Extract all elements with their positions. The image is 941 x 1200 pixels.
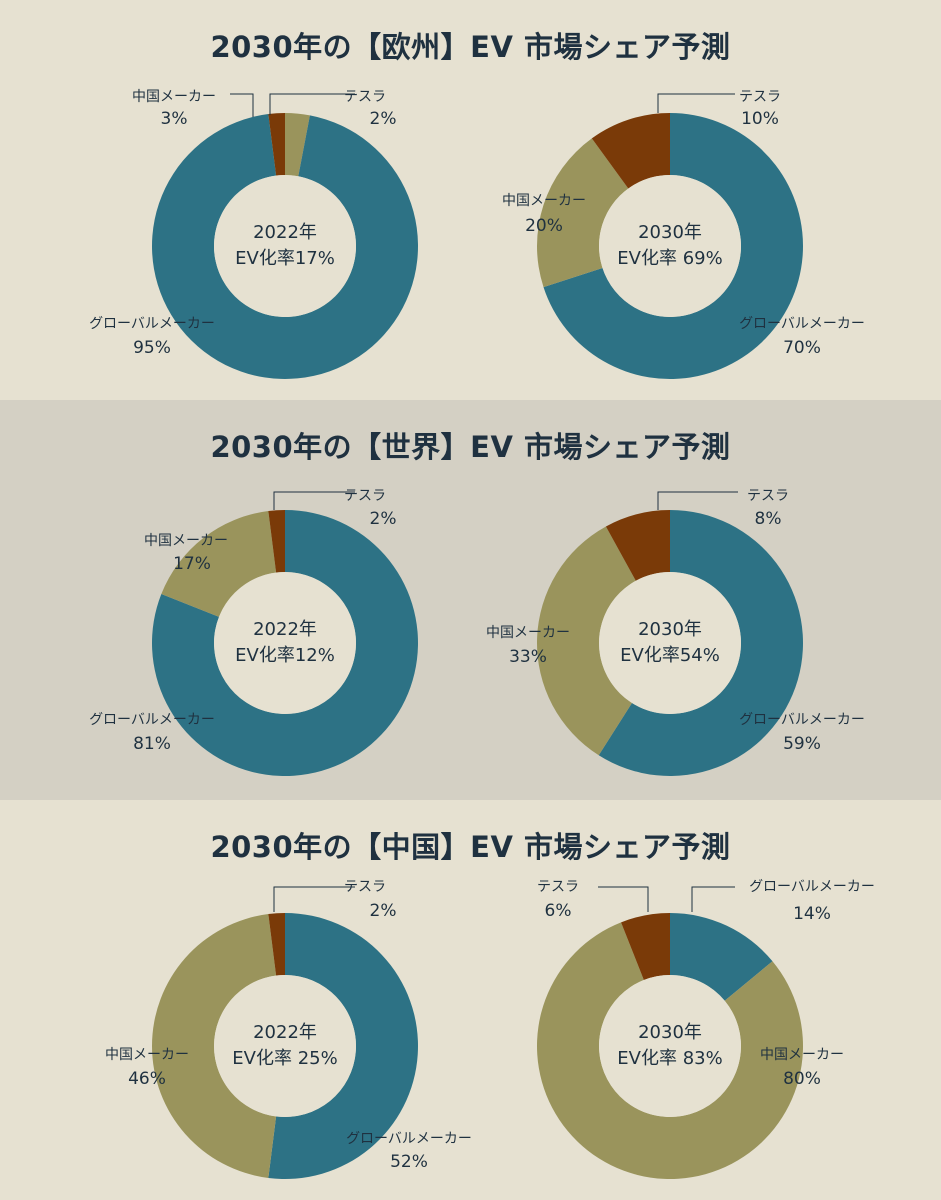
donut-hole (599, 572, 741, 714)
donut-slice-global (268, 913, 418, 1179)
chart-title-china: 2030年の【中国】EV 市場シェア予測 (210, 830, 731, 864)
slice-value: 14% (793, 904, 831, 924)
slice-value: 10% (741, 109, 779, 129)
donut-hole (599, 175, 741, 317)
center-year: 2022年 (253, 1022, 317, 1043)
slice-label: グローバルメーカー (89, 316, 215, 332)
donut-slice-china (285, 113, 310, 177)
center-ev-rate: EV化率 25% (232, 1048, 337, 1069)
donut-slice-global (598, 510, 804, 777)
center-year: 2030年 (638, 222, 702, 243)
slice-label: グローバルメーカー (749, 879, 875, 895)
donut-slice-china (537, 526, 636, 756)
donut-slice-china (161, 511, 277, 617)
slice-value: 70% (783, 338, 821, 358)
leader-line (657, 491, 738, 510)
chart-title-europe: 2030年の【欧州】EV 市場シェア予測 (210, 30, 731, 64)
slice-label: テスラ (344, 879, 386, 895)
donut-slice-global (152, 510, 419, 776)
slice-label: 中国メーカー (502, 193, 586, 209)
slice-label: グローバルメーカー (739, 712, 865, 728)
center-year: 2030年 (638, 619, 702, 640)
chart-title-world: 2030年の【世界】EV 市場シェア予測 (210, 430, 731, 464)
center-year: 2022年 (253, 222, 317, 243)
center-ev-rate: EV化率54% (620, 645, 720, 666)
slice-value: 33% (509, 647, 547, 667)
slice-value: 80% (783, 1069, 821, 1089)
slice-label: 中国メーカー (105, 1047, 189, 1063)
slice-value: 2% (370, 901, 397, 921)
slice-value: 81% (133, 734, 171, 754)
slice-value: 52% (390, 1152, 428, 1172)
leader-line (691, 886, 735, 912)
leader-line (230, 93, 254, 117)
slice-value: 6% (545, 901, 572, 921)
donut-slice-tesla (268, 113, 285, 176)
slice-value: 2% (370, 509, 397, 529)
slice-label: 中国メーカー (132, 89, 216, 105)
donut-slice-global (152, 114, 419, 380)
donut-slice-tesla (268, 510, 285, 573)
slice-value: 8% (755, 509, 782, 529)
slice-label: 中国メーカー (760, 1047, 844, 1063)
donut-slice-global (543, 113, 803, 379)
slice-label: グローバルメーカー (346, 1131, 472, 1147)
donut-slice-tesla (591, 113, 670, 189)
donut-slice-china (537, 922, 804, 1179)
donut-hole (599, 975, 741, 1117)
center-ev-rate: EV化率17% (235, 248, 335, 269)
donut-slice-tesla (268, 913, 285, 976)
donut-slice-china (151, 914, 277, 1178)
slice-value: 2% (370, 109, 397, 129)
leader-line (273, 491, 355, 510)
slice-value: 59% (783, 734, 821, 754)
slice-value: 3% (161, 109, 188, 129)
center-year: 2022年 (253, 619, 317, 640)
slice-label: テスラ (739, 89, 781, 105)
slice-label: 中国メーカー (144, 533, 228, 549)
donut-hole (214, 572, 356, 714)
donut-slice-china (536, 138, 629, 288)
center-year: 2030年 (638, 1022, 702, 1043)
donut-hole (214, 975, 356, 1117)
donut-slice-tesla (605, 510, 670, 581)
center-ev-rate: EV化率 83% (617, 1048, 722, 1069)
donut-slice-tesla (621, 913, 670, 980)
slice-label: グローバルメーカー (89, 712, 215, 728)
leader-line (657, 93, 735, 113)
slice-value: 17% (173, 554, 211, 574)
slice-value: 46% (128, 1069, 166, 1089)
center-ev-rate: EV化率12% (235, 645, 335, 666)
slice-label: テスラ (344, 488, 386, 504)
slice-label: グローバルメーカー (739, 316, 865, 332)
slice-value: 95% (133, 338, 171, 358)
slice-label: テスラ (537, 879, 579, 895)
center-ev-rate: EV化率 69% (617, 248, 722, 269)
slice-value: 20% (525, 216, 563, 236)
slice-label: テスラ (747, 488, 789, 504)
slice-label: テスラ (344, 89, 386, 105)
leader-line (269, 93, 355, 115)
donut-slice-global (670, 913, 773, 1001)
leader-line (273, 886, 355, 912)
donut-hole (214, 175, 356, 317)
leader-line (598, 886, 649, 912)
slice-label: 中国メーカー (486, 625, 570, 641)
